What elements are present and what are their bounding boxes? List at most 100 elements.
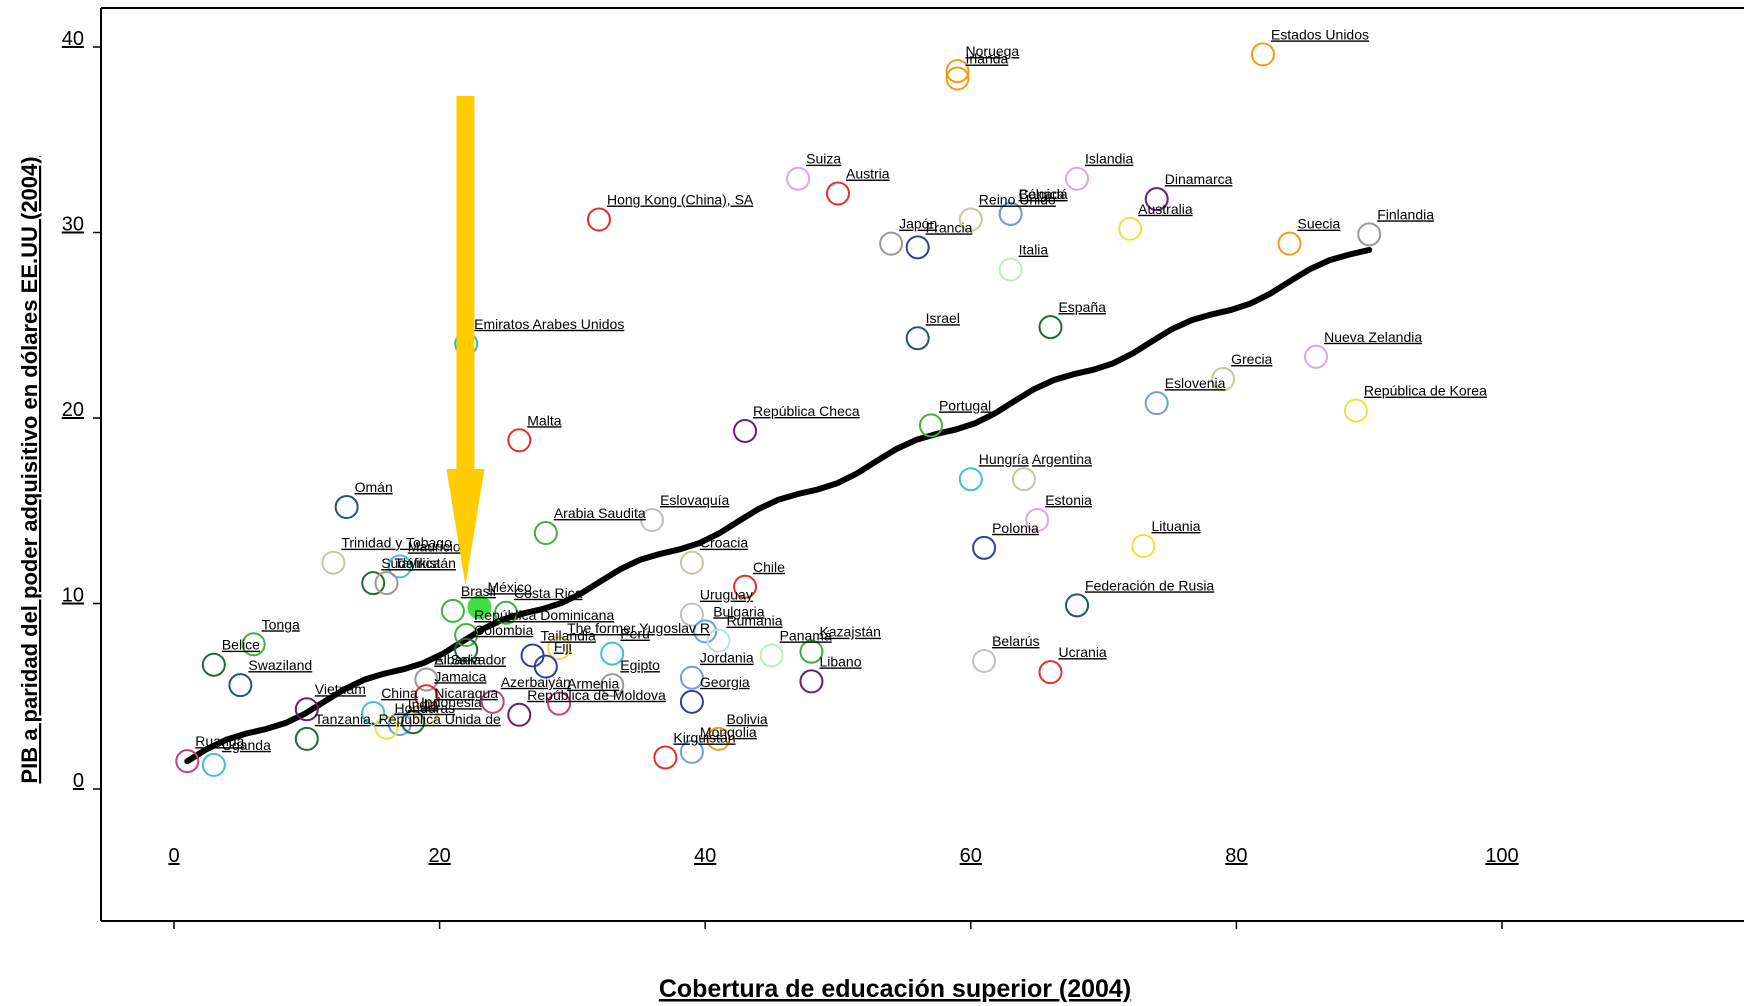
data-point	[733, 418, 758, 443]
y-tick-label: 20	[62, 399, 84, 421]
data-point	[679, 665, 704, 690]
data-label: Islandia	[1085, 151, 1133, 167]
data-point	[1118, 216, 1143, 241]
data-point	[706, 726, 731, 751]
data-point	[1065, 166, 1090, 191]
data-label: Belice	[222, 637, 260, 653]
data-label: Costa Rica	[514, 585, 583, 601]
data-label: Suecia	[1298, 216, 1341, 232]
data-label: Bélgica	[1019, 186, 1065, 202]
data-label: Suiza	[806, 151, 841, 167]
data-point	[759, 643, 784, 668]
data-point	[361, 700, 386, 725]
data-label: Rumania	[726, 613, 782, 629]
data-label: Federación de Rusia	[1085, 577, 1214, 593]
data-point	[679, 739, 704, 764]
data-point	[241, 632, 266, 657]
data-point	[1131, 533, 1156, 558]
data-point	[440, 598, 465, 623]
x-tick-label: 100	[1485, 845, 1518, 867]
data-label: Bolivia	[726, 711, 767, 727]
data-point	[679, 602, 704, 627]
data-label: Mongolia	[700, 724, 757, 740]
data-point	[1011, 467, 1036, 492]
data-point	[414, 684, 439, 709]
data-label: República de Moldova	[527, 687, 666, 703]
data-point	[387, 712, 412, 737]
data-label: Israel	[926, 310, 960, 326]
data-point	[201, 752, 226, 777]
data-label: Estonia	[1045, 492, 1092, 508]
data-label: Tanzania, República Unida de	[315, 711, 501, 727]
data-point	[414, 667, 439, 692]
data-point	[679, 689, 704, 714]
data-point	[334, 495, 359, 520]
data-point	[600, 673, 625, 698]
data-label: Brasil	[461, 583, 496, 599]
data-label: Bulgaria	[713, 603, 765, 619]
data-label: Ucrania	[1058, 644, 1106, 660]
data-label: Panamá	[780, 627, 832, 643]
data-point	[454, 623, 479, 648]
data-point	[1144, 391, 1169, 416]
data-label: Portugal	[939, 397, 991, 413]
data-point	[972, 649, 997, 674]
data-label: Tonga	[262, 616, 300, 632]
data-point	[679, 550, 704, 575]
data-point	[786, 166, 811, 191]
data-point	[706, 628, 731, 653]
x-tick-label: 60	[960, 845, 982, 867]
highlight-arrow	[446, 96, 485, 586]
data-point	[1343, 398, 1368, 423]
data-label: China	[381, 685, 418, 701]
data-point	[294, 726, 319, 751]
data-label: Kazajstán	[819, 624, 880, 640]
data-label: República Checa	[753, 403, 860, 419]
x-tick-label: 80	[1225, 845, 1247, 867]
data-label: Francia	[926, 219, 973, 235]
data-point	[467, 595, 492, 620]
x-tick-label: 0	[168, 845, 179, 867]
data-point	[507, 428, 532, 453]
data-point	[1025, 508, 1050, 533]
arrow-shaft	[456, 96, 475, 471]
data-label: The former Yugoslav R	[567, 620, 710, 636]
data-label: Honduras	[394, 700, 455, 716]
data-label: India	[408, 696, 439, 712]
data-label: El Salvador	[434, 652, 506, 668]
data-label: Arabia Saudita	[554, 505, 646, 521]
data-label: Kirguistán	[673, 729, 735, 745]
data-point	[520, 643, 545, 668]
data-label: Belarús	[992, 633, 1039, 649]
data-point	[918, 413, 943, 438]
data-point	[972, 535, 997, 560]
data-point	[547, 691, 572, 716]
data-point	[401, 710, 426, 735]
data-label: Trinidad y Tobago	[341, 535, 452, 551]
data-label: Argentina	[1032, 451, 1092, 467]
data-label: Tailandia	[541, 627, 596, 643]
data-label: Nicaragua	[434, 685, 498, 701]
data-label: Swaziland	[248, 657, 312, 673]
data-label: Indonesia	[421, 694, 482, 710]
data-point	[905, 235, 930, 260]
data-label: Tayikistán	[394, 555, 455, 571]
data-label: Finlandia	[1377, 206, 1434, 222]
x-axis-label: Cobertura de educación superior (2004)	[659, 975, 1131, 1003]
data-label: Polonia	[992, 520, 1039, 536]
x-tick-label: 20	[428, 845, 450, 867]
data-point	[387, 554, 412, 579]
data-point	[1277, 231, 1302, 256]
data-point	[640, 508, 665, 533]
data-point	[374, 571, 399, 596]
data-label: Perú	[620, 626, 650, 642]
data-label: Hungría	[979, 451, 1029, 467]
data-label: Sudáfrica	[381, 555, 440, 571]
trendline-group	[184, 246, 1373, 765]
data-label: Hong Kong (China), SA	[607, 192, 754, 208]
y-tick-label: 10	[62, 585, 84, 607]
data-point	[945, 66, 970, 91]
data-label: Noruega	[966, 43, 1020, 59]
data-point	[414, 700, 439, 725]
